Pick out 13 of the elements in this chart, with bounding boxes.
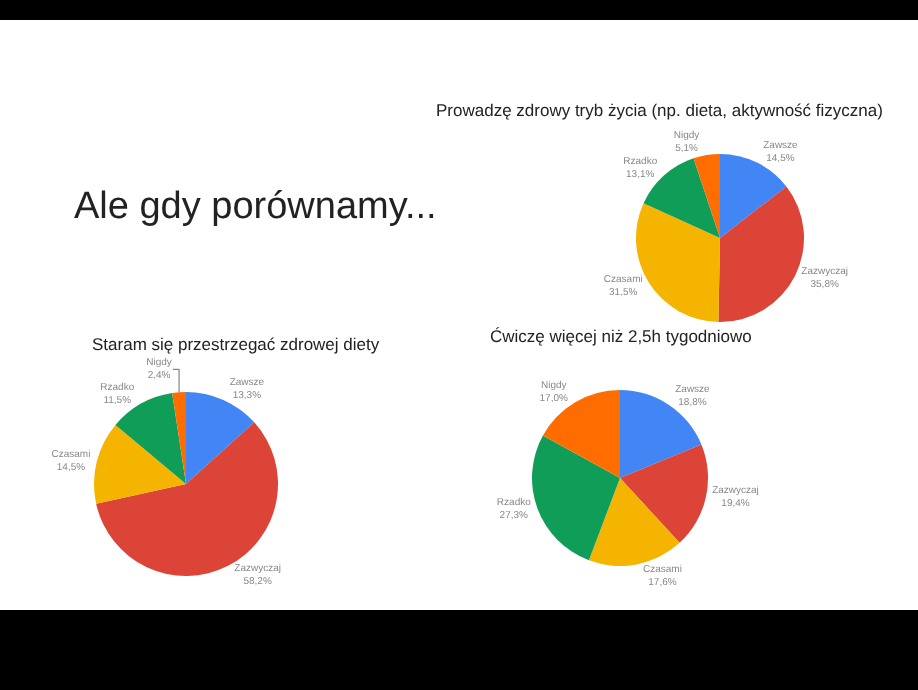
pie-slice [620, 444, 708, 543]
text: Ale gdy porównamy... [74, 186, 437, 228]
pie-slice [588, 478, 680, 566]
pie-slice [532, 435, 620, 561]
chart-title: Ćwiczę więcej niż 2,5h tygodniowo [490, 326, 753, 346]
pie-slice [718, 186, 804, 322]
pie-slice [172, 392, 186, 484]
pie-slice [693, 154, 720, 238]
chart-title: Prowadzę zdrowy tryb życia (np. dieta, aktywność fizyczna) [436, 100, 884, 120]
chart-title: Staram się przestrzegać zdrowej diety [92, 334, 381, 354]
pie-slice [94, 424, 186, 504]
pie-slice [542, 390, 620, 478]
pie-slice [96, 422, 278, 576]
